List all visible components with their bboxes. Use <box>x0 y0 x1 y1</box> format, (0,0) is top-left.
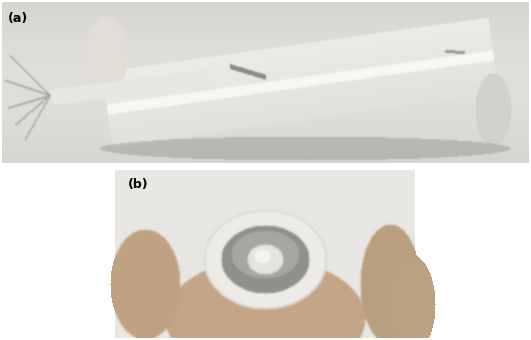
Text: (b): (b) <box>128 178 149 191</box>
Text: (a): (a) <box>8 12 28 25</box>
